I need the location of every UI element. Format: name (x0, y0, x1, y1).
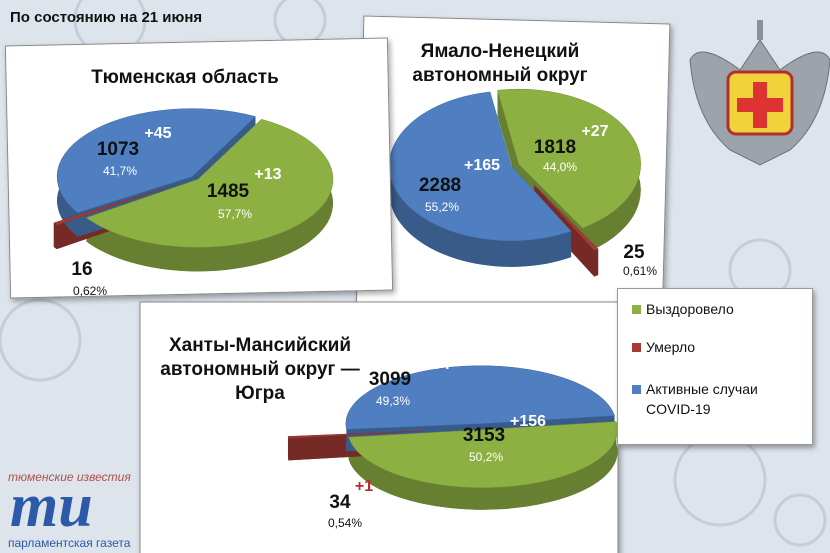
value-label: 16 (71, 259, 92, 280)
date-note: По состоянию на 21 июня (10, 9, 202, 26)
change-label: +156 (510, 413, 546, 430)
chart-title: Ханты-Мансийский (169, 335, 351, 356)
legend-item: Активные случаи COVID-19 (632, 379, 802, 419)
change-label: +27 (581, 123, 608, 140)
legend-swatch (632, 305, 641, 314)
value-label: 1073 (97, 139, 139, 160)
emblem (689, 20, 830, 166)
slice (388, 91, 572, 242)
share-label: 0,62% (73, 284, 107, 298)
pie-panel: Ямало-Ненецкий автономный округ 1818 +27 44,… (355, 15, 671, 325)
slice-side (287, 436, 289, 461)
slice (534, 184, 599, 251)
legend-swatch (632, 385, 641, 394)
legend-swatch (632, 343, 641, 352)
share-label: 0,61% (623, 264, 657, 278)
share-label: 0,54% (328, 516, 362, 530)
value-label: 34 (329, 492, 351, 513)
slice (497, 88, 641, 229)
change-label: +13 (254, 166, 281, 183)
legend-item: Выздоровело (632, 299, 802, 319)
chart-title: автономный округ — (160, 359, 359, 380)
change-label: +1 (355, 478, 373, 495)
chart-title: Югра (235, 383, 285, 404)
slice-side (348, 421, 618, 510)
value-label: 1818 (534, 137, 576, 158)
chart-title: Ямало-Ненецкий (421, 41, 580, 62)
slice (85, 119, 334, 248)
slice-side (53, 222, 57, 250)
pie-panel: Ханты-Мансийский автономный округ — Югра 31… (139, 301, 619, 553)
share-label: 55,2% (425, 200, 459, 214)
chart-title: автономный округ (412, 65, 587, 86)
value-label: 1485 (207, 181, 250, 202)
logo-top: тюменские известия (8, 470, 131, 484)
slice (348, 421, 618, 488)
slice-side (389, 91, 572, 267)
value-label: 25 (623, 242, 645, 263)
logo-mark: ти (10, 472, 93, 540)
logo-bottom: парламентская газета (8, 536, 131, 550)
legend-label: Умерло (646, 339, 696, 355)
slice (53, 186, 169, 226)
chart-title: Тюменская область (91, 67, 279, 88)
value-label: 2288 (419, 175, 461, 196)
slice (287, 430, 423, 439)
share-label: 49,3% (376, 394, 410, 408)
slice (56, 108, 256, 214)
change-label: +45 (144, 125, 171, 142)
legend: Выздоровело Умерло Активные случаи COVID-1… (617, 288, 813, 445)
slice (345, 365, 615, 430)
share-label: 44,0% (543, 160, 577, 174)
legend-item: Умерло (632, 337, 802, 357)
value-label: 3099 (369, 369, 411, 390)
change-label: +165 (464, 157, 500, 174)
change-label: +294 (414, 356, 450, 373)
logo: тюменские известия ти парламентская газе… (8, 470, 131, 550)
pie-panel: Тюменская область 1485+13 57,7% 16 0,62% 1073… (4, 37, 394, 299)
share-label: 41,7% (103, 164, 137, 178)
share-label: 50,2% (469, 450, 503, 464)
slice-side (594, 249, 599, 277)
value-label: 3153 (463, 425, 505, 446)
legend-label: Активные случаи COVID-19 (646, 381, 758, 417)
share-label: 57,7% (218, 207, 252, 221)
legend-label: Выздоровело (646, 301, 734, 317)
